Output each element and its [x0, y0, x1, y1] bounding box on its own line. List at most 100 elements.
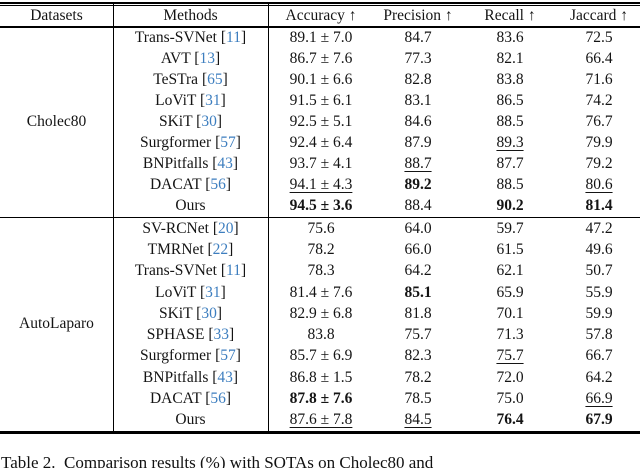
accuracy-value: 92.4 ± 6.4 [289, 134, 353, 151]
accuracy-value: 90.1 ± 6.6 [289, 71, 353, 88]
citation-brackets: [30] [192, 304, 223, 322]
method-name: SV-RCNet [142, 219, 209, 237]
table-row: SPHASE [33] 83.8 75.7 71.3 57.8 [113, 324, 640, 345]
recall-value: 59.7 [496, 219, 524, 237]
recall-value: 83.8 [496, 71, 524, 88]
accuracy-value: 87.6 ± 7.8 [289, 411, 353, 429]
accuracy-value: 93.7 ± 4.1 [289, 155, 353, 172]
citation-brackets: [43] [208, 155, 239, 172]
method-cell: DACAT [56] [113, 176, 268, 194]
precision-value: 64.2 [404, 262, 432, 280]
jaccard-value: 66.7 [585, 347, 613, 365]
header-methods: Methods [163, 7, 218, 24]
citation-link[interactable]: 57 [220, 347, 236, 365]
citation-link[interactable]: 43 [217, 368, 233, 386]
header-precision: Precision ↑ [383, 7, 453, 24]
accuracy-value: 78.3 [307, 262, 335, 280]
citation-link[interactable]: 56 [210, 390, 226, 408]
table-row: LoViT [31] 91.5 ± 6.1 83.1 86.5 74.2 [113, 91, 640, 112]
citation-link[interactable]: 20 [217, 219, 234, 237]
recall-value: 76.4 [496, 411, 524, 429]
precision-value: 82.3 [404, 347, 432, 365]
citation-link[interactable]: 11 [226, 29, 241, 46]
citation-link[interactable]: 33 [213, 326, 230, 344]
citation-brackets: [11] [216, 29, 247, 46]
header-rule [0, 26, 640, 28]
jaccard-value: 49.6 [585, 240, 613, 258]
table-row: SV-RCNet [20] 75.6 64.0 59.7 47.2 [113, 218, 640, 239]
section-divider-rule [0, 216, 640, 218]
citation-brackets: [22] [203, 240, 234, 258]
table-row: Trans-SVNet [11] 89.1 ± 7.0 84.7 83.6 72.5 [113, 28, 640, 49]
citation-link[interactable]: 31 [205, 283, 221, 301]
recall-value: 61.5 [496, 240, 524, 258]
citation-link[interactable]: 22 [212, 240, 229, 258]
recall-value: 75.0 [496, 390, 524, 408]
method-cell: Trans-SVNet [11] [113, 29, 268, 47]
table-caption: Table 2. Comparison results (%) with SOT… [1, 453, 434, 468]
method-cell: SV-RCNet [20] [113, 220, 268, 238]
jaccard-value: 76.7 [585, 113, 613, 130]
precision-value: 78.2 [404, 368, 432, 386]
table-row: DACAT [56] 94.1 ± 4.3 89.2 88.5 80.6 [113, 175, 640, 196]
accuracy-value: 81.4 ± 7.6 [289, 283, 353, 301]
citation-link[interactable]: 65 [207, 71, 223, 88]
citation-brackets: [31] [196, 283, 226, 301]
table-row: Ours 87.6 ± 7.8 84.5 76.4 67.9 [113, 410, 640, 431]
jaccard-value: 66.4 [585, 50, 613, 67]
precision-value: 85.1 [404, 283, 432, 301]
method-cell: TeSTra [65] [113, 71, 268, 89]
method-cell: SKiT [30] [113, 305, 268, 323]
method-cell: SKiT [30] [113, 113, 268, 131]
recall-value: 90.2 [496, 197, 524, 214]
citation-link[interactable]: 13 [199, 50, 215, 67]
citation-link[interactable]: 30 [201, 304, 217, 322]
citation-link[interactable]: 56 [210, 176, 226, 193]
recall-value: 88.5 [496, 176, 524, 193]
citation-brackets: [57] [211, 134, 241, 151]
column-divider-datasets [113, 2, 115, 434]
method-cell: Surgformer [57] [113, 134, 268, 152]
method-name: TMRNet [147, 240, 204, 258]
top-rule-outer [0, 2, 640, 4]
citation-brackets: [13] [190, 50, 221, 67]
citation-link[interactable]: 30 [201, 113, 217, 130]
accuracy-value: 94.1 ± 4.3 [289, 176, 353, 193]
jaccard-value: 64.2 [585, 368, 613, 386]
header-datasets: Datasets [30, 7, 83, 24]
method-cell: BNPitfalls [43] [113, 155, 268, 173]
table-row: BNPitfalls [43] 93.7 ± 4.1 88.7 87.7 79.2 [113, 154, 640, 175]
jaccard-value: 71.6 [585, 71, 613, 88]
recall-value: 89.3 [496, 134, 524, 151]
method-cell: Trans-SVNet [11] [113, 262, 268, 280]
jaccard-value: 80.6 [585, 176, 613, 193]
table-section-cholec80: Cholec80 Trans-SVNet [11] 89.1 ± 7.0 84.7 83… [0, 28, 640, 217]
method-name: SKiT [158, 304, 193, 322]
method-cell: TMRNet [22] [113, 241, 268, 259]
recall-value: 65.9 [496, 283, 524, 301]
jaccard-value: 59.9 [585, 304, 613, 322]
jaccard-value: 72.5 [585, 29, 613, 46]
method-name: BNPitfalls [142, 368, 209, 386]
dataset-label: Cholec80 [26, 113, 87, 130]
citation-brackets: [30] [192, 113, 223, 130]
precision-value: 77.3 [404, 50, 432, 67]
citation-link[interactable]: 31 [205, 92, 221, 109]
jaccard-value: 67.9 [585, 411, 613, 429]
accuracy-value: 86.8 ± 1.5 [289, 368, 353, 386]
method-cell: Ours [113, 197, 268, 215]
citation-link[interactable]: 43 [217, 155, 233, 172]
table-body: Cholec80 Trans-SVNet [11] 89.1 ± 7.0 84.7 83… [0, 28, 640, 431]
bottom-rule [0, 430, 640, 434]
section-rows: Trans-SVNet [11] 89.1 ± 7.0 84.7 83.6 72.5 AV… [113, 28, 640, 217]
recall-value: 75.7 [496, 347, 524, 365]
accuracy-value: 75.6 [307, 219, 335, 237]
table-row: TMRNet [22] 78.2 66.0 61.5 49.6 [113, 239, 640, 260]
citation-link[interactable]: 11 [226, 262, 241, 280]
jaccard-value: 79.9 [585, 134, 613, 151]
jaccard-value: 47.2 [585, 219, 613, 237]
citation-link[interactable]: 57 [220, 134, 236, 151]
citation-brackets: [57] [211, 347, 241, 365]
accuracy-value: 87.8 ± 7.6 [289, 390, 353, 408]
column-divider-methods [267, 2, 269, 434]
